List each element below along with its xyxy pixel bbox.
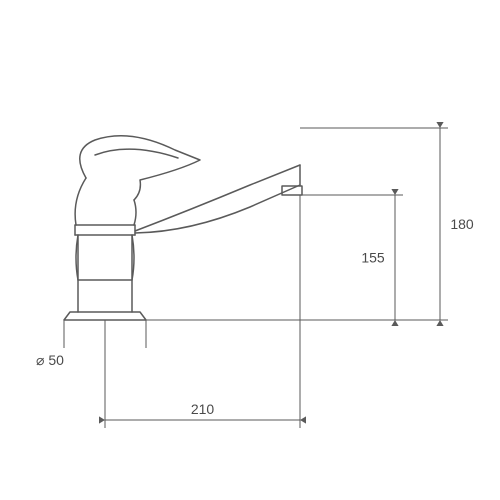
- dimension-height-total-label: 180: [450, 216, 474, 232]
- dimension-height-spout-label: 155: [361, 250, 385, 266]
- dimension-lines: [64, 122, 448, 428]
- dimension-diameter-label: ⌀ 50: [36, 352, 64, 368]
- dimension-reach-label: 210: [191, 401, 215, 417]
- faucet-technical-drawing: ⌀ 50 210 180 155: [0, 0, 500, 500]
- faucet-outline: [64, 136, 302, 320]
